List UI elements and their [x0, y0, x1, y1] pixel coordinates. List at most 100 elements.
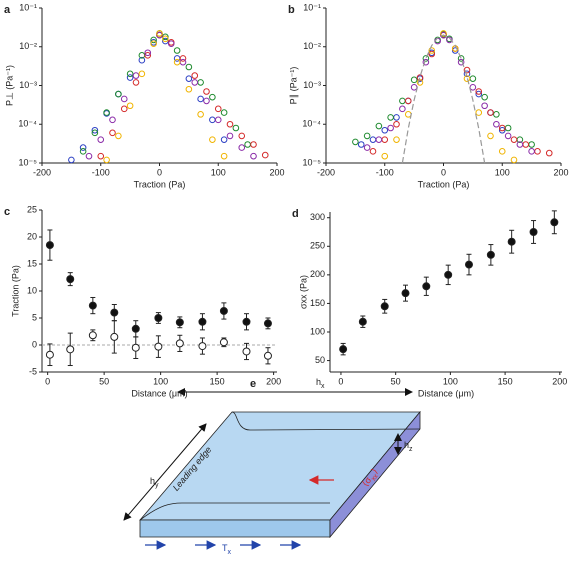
point — [138, 56, 146, 64]
point — [203, 88, 210, 95]
x-tick-label: 200 — [266, 376, 281, 386]
point — [88, 301, 97, 310]
y-tick-label: 10⁻² — [303, 41, 321, 51]
point — [115, 132, 122, 140]
point — [263, 351, 272, 360]
x-tick-label: 0 — [441, 167, 446, 177]
point — [463, 66, 471, 74]
y-axis-label: σxx (Pa) — [298, 275, 308, 309]
point — [197, 111, 204, 118]
point — [444, 270, 453, 279]
point — [175, 318, 184, 327]
y-tick-label: 100 — [310, 326, 325, 336]
point — [209, 116, 216, 124]
y-tick-label: 10⁻⁴ — [302, 119, 321, 129]
point — [209, 136, 216, 143]
point — [226, 132, 234, 140]
point — [381, 126, 389, 134]
point — [486, 250, 495, 259]
point — [529, 228, 538, 236]
point — [162, 37, 169, 45]
x-tick-label: 100 — [211, 167, 226, 177]
point — [487, 109, 494, 116]
x-axis-label: Traction (Pa) — [418, 179, 470, 189]
tx-label: Tx — [222, 543, 232, 555]
point — [399, 97, 406, 105]
point — [132, 72, 140, 79]
point — [410, 83, 418, 91]
point — [263, 319, 272, 328]
point — [85, 152, 93, 160]
point — [79, 144, 87, 151]
point — [410, 76, 418, 84]
point — [66, 275, 75, 284]
point — [528, 148, 535, 155]
point — [522, 141, 530, 148]
x-tick-label: 200 — [553, 167, 568, 177]
point — [550, 218, 559, 227]
chart-panel: -200 -100 0 100 200 10⁻⁵ 10⁻⁴ 10⁻³ 10⁻² 10⁻¹ Tract… — [4, 2, 285, 189]
point — [404, 97, 412, 105]
point — [110, 308, 119, 317]
cell-edge — [231, 411, 421, 431]
sigma-label: ⟨σxx⟩ — [360, 467, 381, 490]
point — [131, 324, 140, 333]
hx-sub: x — [321, 383, 325, 390]
x-tick-label: 200 — [269, 167, 284, 177]
point — [167, 40, 175, 47]
x-tick-label: -100 — [376, 167, 394, 177]
point — [393, 114, 400, 121]
point — [545, 149, 553, 157]
point — [126, 102, 134, 110]
point — [197, 79, 204, 86]
x-axis-label: Distance (μm) — [131, 388, 187, 398]
y-tick-label: 10⁻¹ — [19, 2, 37, 12]
y-tick-label: 50 — [315, 355, 325, 365]
point — [381, 136, 389, 143]
point — [191, 79, 199, 86]
point — [493, 120, 500, 128]
point — [357, 141, 365, 148]
panel-letter: a — [4, 4, 11, 16]
hz-label: hz — [404, 440, 413, 452]
point — [481, 93, 488, 101]
point — [238, 132, 246, 140]
point — [91, 129, 99, 137]
hy-arrow — [123, 423, 207, 521]
point — [261, 151, 269, 159]
point — [440, 30, 447, 37]
tx-main: T — [222, 543, 228, 553]
point — [97, 136, 105, 143]
y-tick-label: 15 — [27, 258, 37, 268]
point — [380, 302, 389, 311]
point — [150, 40, 157, 47]
point — [162, 35, 169, 43]
point — [66, 345, 75, 354]
y-tick-label: 250 — [310, 241, 325, 251]
x-tick-label: 0 — [338, 376, 343, 386]
point — [150, 36, 157, 44]
point — [198, 317, 207, 326]
point — [109, 116, 116, 124]
hx-main: h — [316, 377, 321, 387]
point — [507, 237, 516, 246]
point — [120, 95, 128, 103]
x-tick-label: -200 — [33, 167, 51, 177]
point — [528, 141, 535, 148]
x-tick-label: 50 — [391, 376, 401, 386]
x-tick-label: 50 — [99, 376, 109, 386]
y-tick-label: 10⁻³ — [19, 80, 37, 90]
point — [422, 58, 430, 66]
point — [493, 111, 500, 118]
point — [203, 97, 210, 105]
point — [45, 350, 54, 359]
y-tick-label: 20 — [27, 231, 37, 241]
point — [504, 124, 512, 132]
point — [91, 126, 99, 134]
point — [156, 30, 163, 37]
y-tick-label: 10⁻⁵ — [303, 157, 322, 167]
point — [198, 342, 207, 351]
x-tick-label: 100 — [153, 376, 168, 386]
point — [487, 132, 494, 140]
